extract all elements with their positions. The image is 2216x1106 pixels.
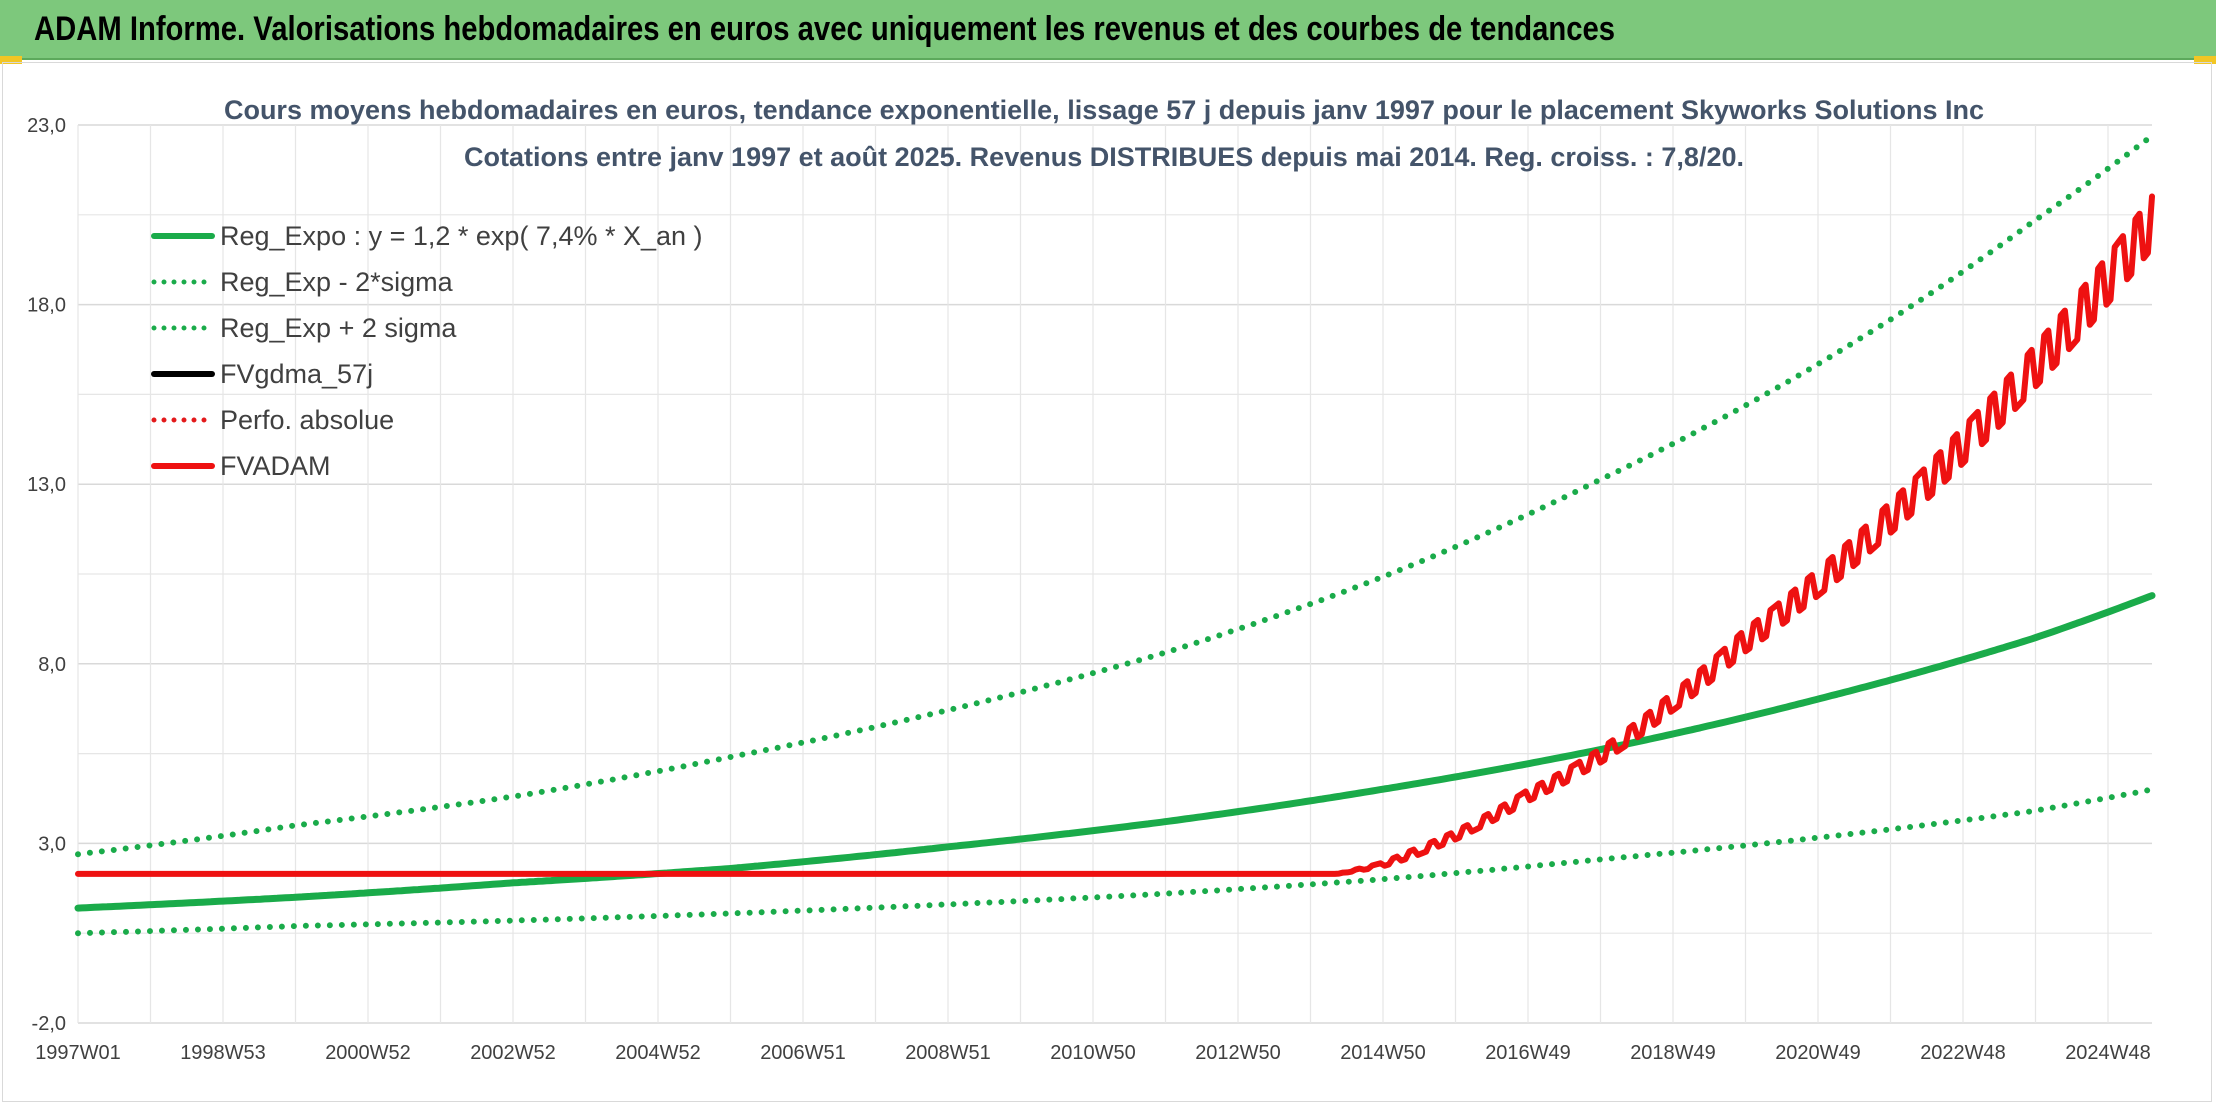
x-tick-label: 2022W48 — [1920, 1042, 2006, 1064]
series-line-reg-expo-y-1-2-exp-7-4-x-an — [74, 592, 2156, 912]
series-line-fvgdma-57j — [75, 194, 2155, 877]
x-tick-label: 2002W52 — [470, 1042, 556, 1064]
header-corner-right — [2194, 56, 2216, 64]
legend: Reg_Expo : y = 1,2 * exp( 7,4% * X_an ) R… — [151, 221, 703, 481]
x-tick-label: 2020W49 — [1775, 1042, 1861, 1064]
x-tick-label: 1998W53 — [180, 1042, 266, 1064]
x-tick-label: 2006W51 — [760, 1042, 846, 1064]
chart-frame — [2, 62, 2212, 1102]
legend-label: Reg_Exp - 2*sigma — [220, 267, 454, 297]
y-tick-label: 3,0 — [38, 833, 66, 855]
header-corner-left — [0, 56, 22, 64]
horizontal-gridlines — [78, 124, 2152, 1024]
x-tick-label: 2010W50 — [1050, 1042, 1136, 1064]
series-line-reg-exp-2-sigma — [75, 132, 2155, 858]
y-tick-label: -2,0 — [32, 1013, 66, 1035]
legend-label: FVADAM — [220, 451, 331, 481]
x-tick-label: 2014W50 — [1340, 1042, 1426, 1064]
y-tick-label: 13,0 — [27, 474, 66, 496]
x-tick-label: 2024W48 — [2065, 1042, 2151, 1064]
chart-subtitle: Cotations entre janv 1997 et août 2025. … — [464, 142, 1744, 172]
series-line-fvadam — [75, 193, 2155, 877]
y-tick-label: 18,0 — [27, 295, 66, 317]
x-tick-label: 2004W52 — [615, 1042, 701, 1064]
y-tick-label: 8,0 — [38, 654, 66, 676]
vertical-gridlines — [77, 125, 2109, 1023]
legend-label: Perfo. absolue — [220, 405, 394, 435]
series-layer — [74, 132, 2156, 937]
series-line-reg-exp-2-sigma — [75, 786, 2155, 937]
x-axis-tick-labels: 1997W01 1998W53 2000W52 2002W52 2004W52 2006W… — [35, 1042, 2151, 1064]
legend-label: Reg_Exp + 2 sigma — [220, 313, 457, 343]
legend-label: Reg_Expo : y = 1,2 * exp( 7,4% * X_an ) — [220, 221, 703, 251]
x-tick-label: 2000W52 — [325, 1042, 411, 1064]
header-bar: ADAM Informe. Valorisations hebdomadaire… — [0, 0, 2216, 60]
y-tick-label: 23,0 — [27, 115, 66, 137]
x-tick-label: 2012W50 — [1195, 1042, 1281, 1064]
y-axis-tick-labels: 23,0 18,0 13,0 8,0 3,0 -2,0 — [27, 115, 66, 1035]
x-tick-label: 2018W49 — [1630, 1042, 1716, 1064]
header-title: ADAM Informe. Valorisations hebdomadaire… — [34, 10, 1616, 48]
chart-title: Cours moyens hebdomadaires en euros, ten… — [224, 95, 1984, 125]
x-tick-label: 2008W51 — [905, 1042, 991, 1064]
x-tick-label: 1997W01 — [35, 1042, 121, 1064]
x-tick-label: 2016W49 — [1485, 1042, 1571, 1064]
legend-label: FVgdma_57j — [220, 359, 373, 389]
